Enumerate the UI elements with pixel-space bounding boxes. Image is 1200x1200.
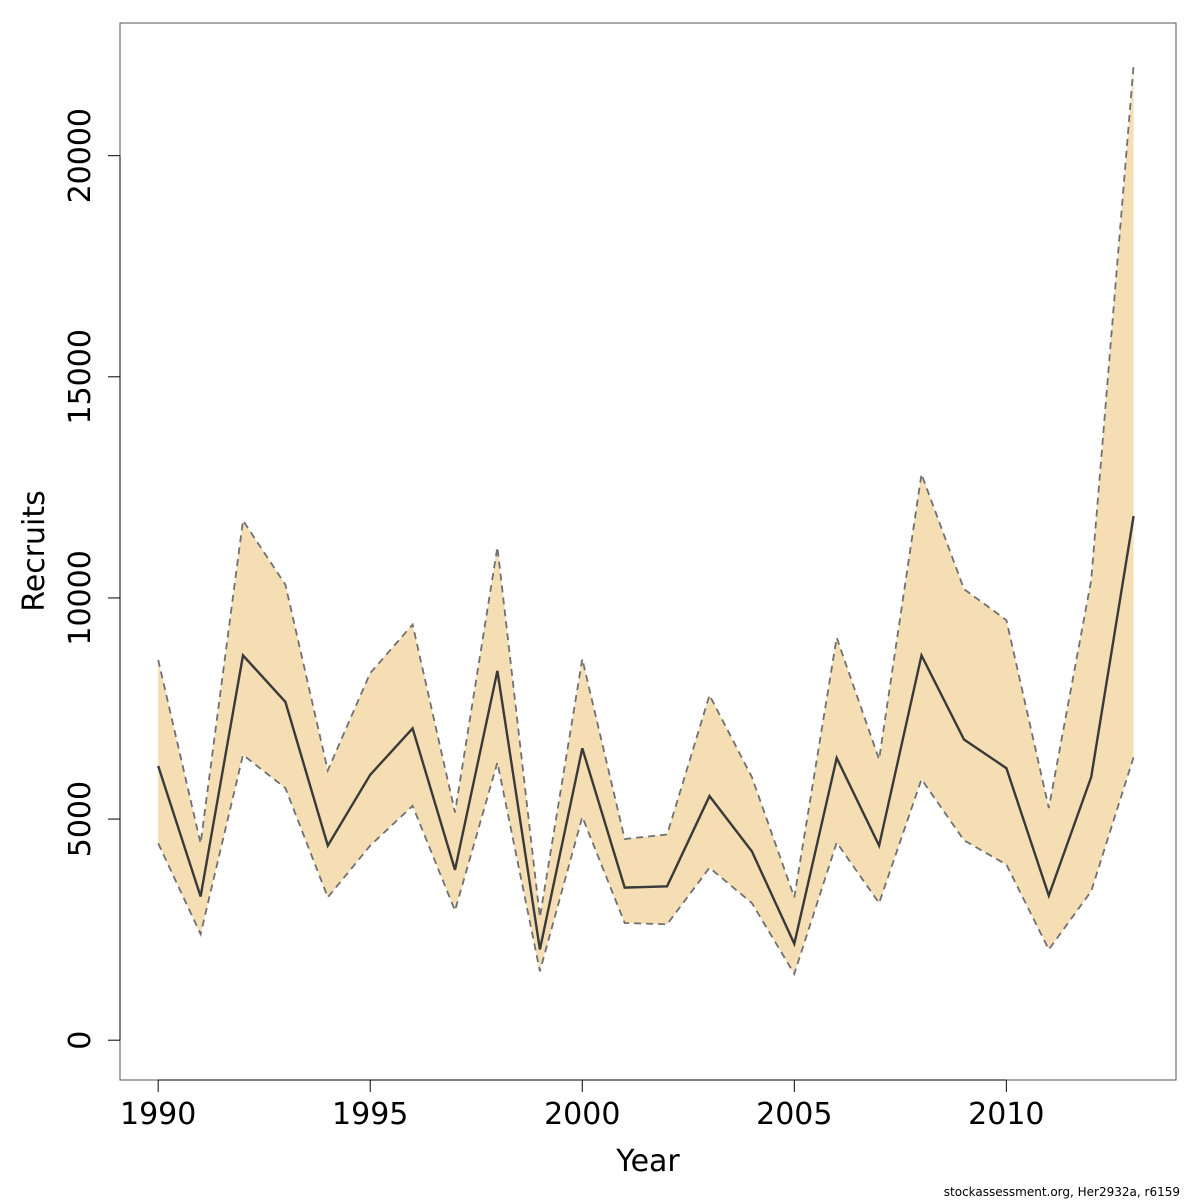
band-area	[158, 65, 1134, 974]
y-axis-title: Recruits	[17, 490, 52, 612]
x-tick-label: 2010	[968, 1097, 1044, 1132]
estimate-line	[157, 515, 1135, 950]
y-tick-label: 10000	[63, 550, 98, 645]
x-axis-title: Year	[615, 1144, 680, 1179]
x-axis: 1990 1995 2000 2005 2010	[120, 1079, 1045, 1132]
x-tick-label: 2000	[544, 1097, 620, 1132]
x-tick-label: 2005	[756, 1097, 832, 1132]
y-tick-label: 15000	[63, 329, 98, 424]
confidence-band	[158, 65, 1134, 974]
y-axis: 0 5000 10000 15000 20000	[63, 108, 121, 1050]
x-tick-label: 1990	[120, 1097, 196, 1132]
lower-bound-line	[157, 753, 1135, 977]
upper-bound-line	[157, 64, 1135, 918]
y-tick-label: 20000	[63, 108, 98, 203]
y-tick-label: 0	[63, 1031, 98, 1050]
y-tick-label: 5000	[63, 781, 98, 857]
credit-text: stockassessment.org, Her2932a, r6159	[944, 1185, 1180, 1199]
series-lines	[157, 64, 1135, 977]
x-tick-label: 1995	[332, 1097, 408, 1132]
